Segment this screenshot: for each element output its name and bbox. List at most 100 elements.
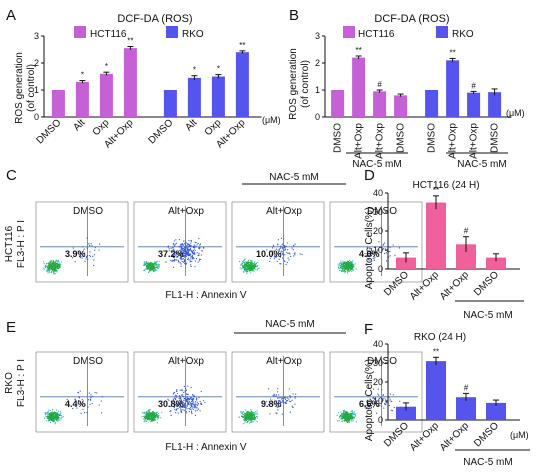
flow-dot (182, 395, 184, 397)
flow-dot (191, 411, 193, 413)
flow-dot (345, 261, 347, 263)
flow-dot (288, 388, 290, 390)
flow-dot (175, 253, 177, 255)
flow-dot (284, 249, 286, 251)
flow-dot (279, 263, 281, 265)
flow-dot (196, 398, 198, 400)
flow-dot (87, 255, 89, 257)
flow-dot (182, 249, 184, 251)
flow-dot (160, 417, 162, 419)
flow-dot (190, 265, 192, 267)
flow-dot (180, 409, 182, 411)
flow-dot (92, 255, 94, 257)
flow-dot (58, 265, 60, 267)
flow-dot (198, 248, 200, 250)
flow-dot (151, 414, 153, 416)
flow-dot (194, 405, 196, 407)
flow-dot (250, 420, 252, 422)
flow-dot (192, 398, 194, 400)
flow-dot (179, 254, 181, 256)
flow-dot (80, 253, 82, 255)
flow-dot (156, 413, 158, 415)
flow-dot (143, 263, 145, 265)
x-tick-label: DMSO (147, 117, 176, 146)
flow-dot (58, 417, 60, 419)
flow-dot (246, 417, 248, 419)
flow-dot (239, 267, 241, 269)
flow-dot (344, 415, 346, 417)
flow-dot (284, 398, 286, 400)
significance-mark: ** (239, 41, 245, 50)
flow-dot (86, 237, 88, 239)
flow-dot (254, 411, 256, 413)
flow-dot (337, 420, 339, 422)
flow-dot (199, 247, 201, 249)
flow-dot (278, 394, 280, 396)
flow-dot (243, 419, 245, 421)
flow-dot (388, 256, 390, 258)
flow-dot (183, 256, 185, 258)
flow-dot (47, 270, 49, 272)
flow-dot (372, 388, 374, 390)
flow-dot (171, 252, 173, 254)
flow-dot (350, 417, 352, 419)
flow-dot (50, 265, 52, 267)
flow-dot (339, 262, 341, 264)
flow-dot (372, 406, 374, 408)
flow-dot (161, 411, 163, 413)
chart-a-legend: HCT116 RKO (74, 26, 204, 40)
flow-dot (248, 265, 250, 267)
flow-dot (343, 271, 345, 273)
flow-dot (243, 259, 245, 261)
flow-dot (277, 243, 279, 245)
flow-dot (61, 261, 63, 263)
flow-dot (157, 411, 159, 413)
flow-dot (282, 253, 284, 255)
flow-dot (185, 412, 187, 414)
flow-dot (244, 418, 246, 420)
flow-dot (251, 421, 253, 423)
flow-dot (351, 266, 353, 268)
flow-dot (350, 262, 352, 264)
flow-dot (353, 416, 355, 418)
flow-dot (191, 398, 193, 400)
flow-dot (193, 396, 195, 398)
flow-dot (149, 412, 151, 414)
flow-dot (175, 242, 177, 244)
flow-dot (180, 246, 182, 248)
flow-dot (347, 263, 349, 265)
flow-dot (244, 270, 246, 272)
flow-dot (191, 256, 193, 258)
flow-dot (281, 396, 283, 398)
flow-dot (189, 245, 191, 247)
flow-dot (81, 404, 83, 406)
flow-dot (279, 256, 281, 258)
flow-dot (45, 413, 47, 415)
flow-dot (289, 397, 291, 399)
flow-dot (185, 251, 187, 253)
flow-dot (152, 265, 154, 267)
flow-dot (189, 247, 191, 249)
flow-dot (280, 237, 282, 239)
flow-dot (251, 412, 253, 414)
flow-dot (249, 413, 251, 415)
flow-dot (349, 261, 351, 263)
y-tick-label: 10 (373, 396, 383, 406)
flow-dot (56, 416, 58, 418)
flow-dot (82, 408, 84, 410)
flow-dot (151, 269, 153, 271)
flow-dot (54, 414, 56, 416)
flow-dot (276, 251, 278, 253)
significance-mark: # (464, 383, 469, 392)
flow-dot (342, 412, 344, 414)
flow-dot (249, 416, 251, 418)
flow-dot (287, 257, 289, 259)
flow-dot (156, 266, 158, 268)
flow-dot (191, 255, 193, 257)
flow-dot (244, 261, 246, 263)
flow-dot (344, 409, 346, 411)
flow-dot (352, 265, 354, 267)
flow-dot (47, 416, 49, 418)
